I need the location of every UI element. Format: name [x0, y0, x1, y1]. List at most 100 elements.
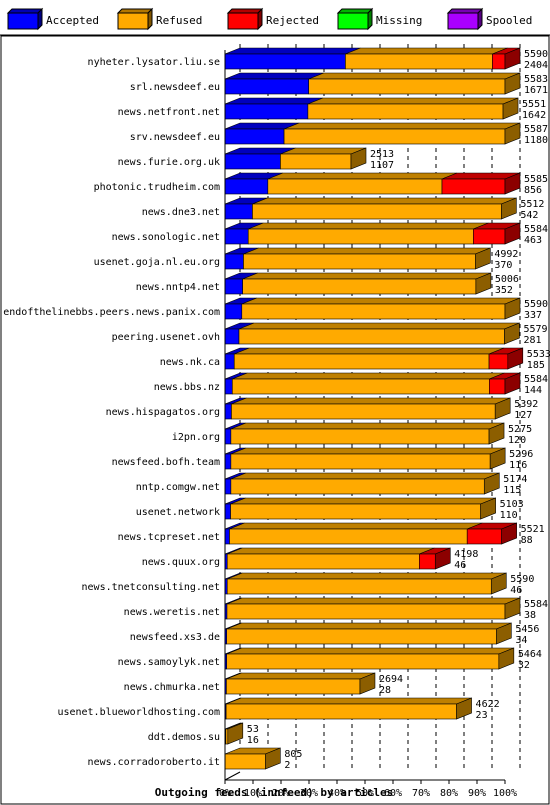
accepted-label: 463 [524, 235, 542, 246]
accepted-label: 1180 [524, 135, 548, 146]
bar-row [224, 147, 367, 170]
total-label: 5174 [503, 474, 527, 485]
row-label: nyheter.lysator.liu.se [88, 57, 220, 68]
bar-segment-refused [230, 478, 485, 495]
total-label: 5456 [515, 624, 539, 635]
bar-row [224, 722, 244, 745]
bar-segment-refused [230, 453, 491, 470]
bar-segment-accepted [224, 228, 249, 245]
accepted-label: 1671 [524, 85, 548, 96]
row-label: srv.newsdeef.eu [130, 132, 220, 143]
bar-top-accepted [224, 47, 361, 55]
bar-row [224, 122, 521, 145]
bar-row [224, 472, 500, 495]
total-label: 2694 [379, 674, 403, 685]
total-label: 5590 [524, 49, 548, 60]
bar-segment-refused [226, 603, 506, 620]
accepted-label: 88 [521, 535, 533, 546]
bar-side-refused [359, 672, 376, 695]
legend-swatch-refused [117, 12, 149, 30]
row-label: news.corradoroberto.it [88, 757, 220, 768]
row-label: news.weretis.net [124, 607, 220, 618]
bar-side-rejected [504, 222, 521, 245]
accepted-label: 1642 [522, 110, 546, 121]
bar-top-refused [234, 347, 505, 355]
bar-top-accepted [224, 72, 324, 80]
bar-top-refused [227, 572, 507, 580]
bar-top-refused [226, 597, 521, 605]
bar-row [224, 247, 491, 270]
total-label: 5006 [495, 274, 519, 285]
bar-top-refused [230, 472, 500, 480]
bar-segment-refused [252, 203, 502, 220]
bar-row [224, 97, 519, 120]
total-label: 5585 [524, 174, 548, 185]
bar-top-refused [308, 72, 521, 80]
accepted-label: 28 [379, 685, 391, 696]
bar-row [224, 647, 515, 670]
x-tick-label: 30% [300, 788, 318, 799]
row-label: news.chmurka.net [124, 682, 220, 693]
bar-segment-accepted [224, 528, 230, 545]
x-tick-label: 20% [272, 788, 290, 799]
bar-top-refused [231, 397, 511, 405]
bar-row [224, 397, 511, 420]
legend-swatch-spooled [447, 12, 479, 30]
row-label: newsfeed.xs3.de [130, 632, 220, 643]
x-tick-label: 0% [219, 788, 231, 799]
bar-row [224, 572, 507, 595]
bar-side-refused [489, 447, 506, 470]
total-label: 5103 [500, 499, 524, 510]
accepted-label: 115 [503, 485, 521, 496]
row-label: news.quux.org [142, 557, 220, 568]
bar-top-refused [226, 622, 512, 630]
total-label: 4622 [476, 699, 500, 710]
row-label: news.tcpreset.net [118, 532, 220, 543]
bar-top-refused [226, 647, 514, 655]
bar-row [224, 47, 521, 70]
total-label: 5583 [524, 74, 548, 85]
bar-side-refused [490, 572, 507, 595]
bar-side-rejected [507, 347, 524, 370]
bar-segment-rejected [419, 553, 436, 570]
legend-swatch-accepted [7, 12, 39, 30]
accepted-label: 34 [515, 635, 527, 646]
bar-top-refused [226, 697, 472, 705]
bar-segment-rejected [488, 353, 509, 370]
bar-segment-accepted [224, 428, 232, 445]
bar-segment-accepted [224, 353, 235, 370]
bar-side-rejected [434, 547, 451, 570]
bar-side-refused [350, 147, 367, 170]
accepted-label: 2 [284, 760, 290, 771]
legend: Accepted Refused Rejected Missing Spooled [6, 7, 532, 31]
accepted-label: 46 [454, 560, 466, 571]
bar-segment-refused [224, 753, 266, 770]
value-labels: 5590240455831671555116425587118025131107… [247, 49, 550, 771]
accepted-label: 127 [514, 410, 532, 421]
bar-segment-refused [226, 628, 497, 645]
bar-segment-refused [267, 178, 443, 195]
legend-swatch-missing [337, 12, 369, 30]
bar-top-refused [241, 297, 521, 305]
row-label: news.nntp4.net [136, 282, 220, 293]
bar-top-refused [226, 672, 376, 680]
bar-side-rejected [504, 372, 521, 395]
bar-top-refused [267, 172, 458, 180]
bar-top-refused [345, 47, 508, 55]
bar-side-refused [456, 697, 472, 720]
bar-segment-refused [307, 103, 504, 120]
x-tick-label: 100% [493, 788, 517, 799]
bar-row [224, 322, 520, 345]
bar-side-rejected [504, 47, 521, 70]
legend-item-spooled: Spooled [446, 7, 532, 31]
total-label: 805 [284, 749, 302, 760]
accepted-label: 116 [509, 460, 527, 471]
row-label: photonic.trudheim.com [94, 182, 220, 193]
chart-title: Outgoing feeds (innfeed) by articles [155, 786, 393, 799]
bar-segment-accepted [224, 78, 310, 95]
accepted-label: 144 [524, 385, 542, 396]
bar-segment-refused [226, 578, 492, 595]
bar-side-refused [504, 322, 520, 345]
accepted-label: 23 [476, 710, 488, 721]
